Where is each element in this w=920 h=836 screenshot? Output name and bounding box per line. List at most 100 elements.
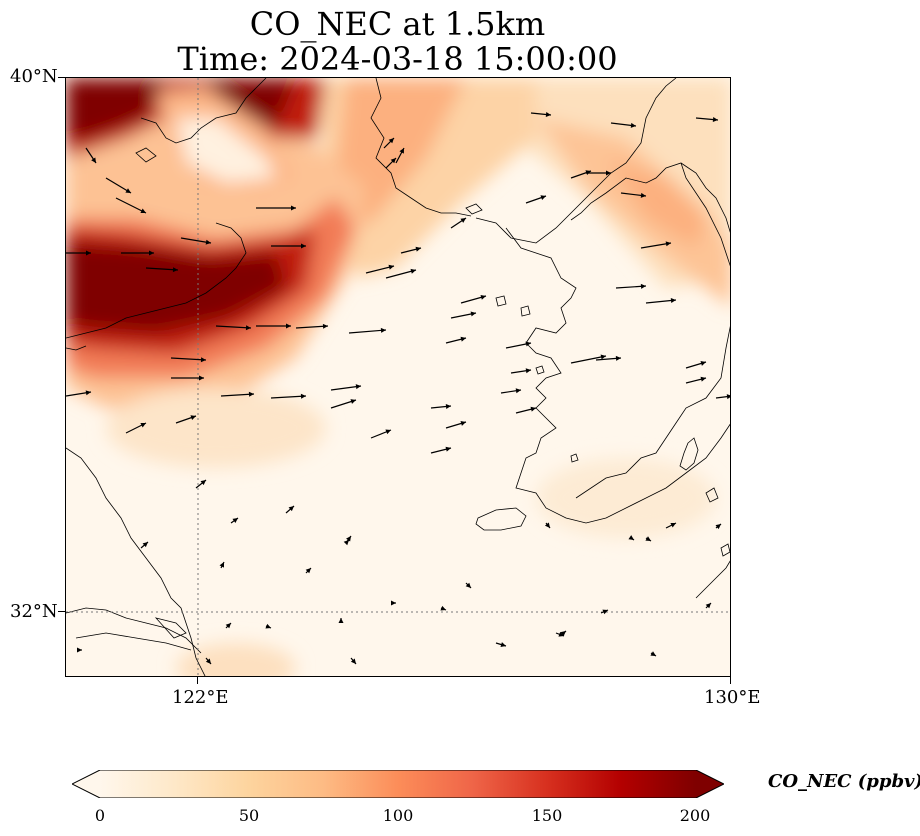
wind-vector [350, 657, 357, 665]
wind-vector [510, 368, 532, 374]
wind-vector [445, 421, 467, 429]
map-subtitle-time: Time: 2024-03-18 15:00:00 [177, 40, 618, 78]
wind-vector [645, 298, 677, 304]
wind-vector [66, 390, 92, 397]
wind-vector [385, 157, 397, 169]
wind-vector [115, 197, 147, 214]
wind-vector [105, 177, 132, 194]
wind-vector [195, 479, 207, 489]
lon-tick-label-130e: 130°E [704, 687, 761, 708]
wind-vector [460, 294, 487, 304]
wind-vector [440, 605, 447, 611]
wind-vector [495, 642, 507, 647]
wind-vector [271, 243, 306, 249]
wind-vector [555, 631, 565, 637]
wind-vector [370, 429, 392, 439]
colorbar-tick-label: 100 [382, 806, 414, 825]
wind-vector [270, 393, 307, 399]
wind-vector [430, 404, 452, 409]
wind-vector [391, 600, 396, 606]
map-title: CO_NEC at 1.5km [249, 5, 546, 43]
wind-vector [665, 522, 677, 529]
wind-vector [515, 406, 537, 414]
wind-vector [500, 388, 522, 394]
concentration-map [66, 78, 730, 676]
wind-vector [85, 147, 97, 164]
wind-vector [544, 522, 551, 529]
wind-vector [385, 268, 417, 279]
wind-vector [256, 205, 296, 211]
colorbar-extend-min [72, 770, 100, 798]
wind-vector [450, 311, 477, 319]
co-concentration-field [66, 78, 730, 676]
lon-tick-label-122e: 122°E [172, 687, 229, 708]
lat-tick-label-40n: 40°N [10, 66, 58, 87]
wind-vector [715, 394, 730, 400]
wind-vector [615, 283, 647, 289]
wind-vector [628, 535, 635, 541]
wind-vector [121, 250, 154, 256]
lat-tick-mark-32n [58, 611, 65, 612]
wind-vector [530, 112, 552, 117]
wind-vector [215, 325, 252, 331]
wind-vector [140, 541, 149, 549]
wind-vector [430, 446, 452, 454]
wind-vector [365, 264, 395, 274]
wind-vector [225, 622, 232, 629]
wind-vector [705, 602, 712, 609]
wind-vector [265, 623, 272, 629]
wind-vector [348, 327, 387, 334]
wind-vector [685, 376, 707, 384]
wind-vector [610, 122, 637, 128]
wind-vector [330, 399, 357, 409]
colorbar-gradient [100, 770, 696, 798]
colorbar-tick-label: 200 [679, 806, 711, 825]
wind-vector [220, 391, 255, 397]
wind-vector [505, 341, 532, 349]
wind-vector [125, 422, 147, 434]
wind-vector [586, 170, 611, 176]
wind-vector [338, 618, 344, 623]
colorbar-tick-label: 150 [531, 806, 563, 825]
wind-vector [180, 237, 212, 245]
wind-vector [66, 250, 91, 256]
wind-vector [640, 241, 672, 249]
wind-vector [445, 336, 467, 344]
wind-vector [525, 195, 547, 204]
wind-vector [175, 415, 197, 424]
wind-vector [395, 147, 405, 164]
wind-vector [620, 192, 647, 198]
wind-vector [685, 361, 707, 369]
wind-vector [230, 517, 239, 524]
colorbar-tick-label: 0 [94, 806, 106, 825]
wind-vector [205, 657, 212, 665]
wind-vector [715, 523, 722, 530]
wind-vector [219, 561, 225, 569]
wind-vector [695, 117, 719, 123]
wind-vector [170, 357, 207, 363]
wind-vector [330, 384, 362, 391]
colorbar-extend-max [696, 770, 724, 798]
colorbar [72, 770, 724, 798]
wind-vector [295, 323, 329, 329]
coastlines [66, 78, 730, 676]
wind-vector [285, 505, 295, 514]
map-panel [65, 77, 731, 677]
lon-tick-mark-130e [730, 677, 731, 684]
wind-vector [595, 355, 622, 361]
colorbar-tick-label: 50 [238, 806, 260, 825]
wind-vectors [66, 112, 730, 665]
lat-tick-mark-40n [58, 77, 65, 78]
wind-vector [650, 651, 657, 657]
wind-vector [645, 536, 652, 542]
lat-tick-label-32n: 32°N [10, 601, 58, 622]
wind-vector [145, 267, 179, 273]
wind-vector [570, 354, 607, 364]
wind-vector [256, 323, 291, 329]
wind-vector [400, 246, 422, 254]
wind-vector [171, 375, 204, 381]
colorbar-title: CO_NEC (ppbv) [768, 771, 920, 792]
wind-vector [450, 217, 467, 229]
wind-vector [77, 647, 82, 653]
wind-vector [600, 609, 609, 615]
